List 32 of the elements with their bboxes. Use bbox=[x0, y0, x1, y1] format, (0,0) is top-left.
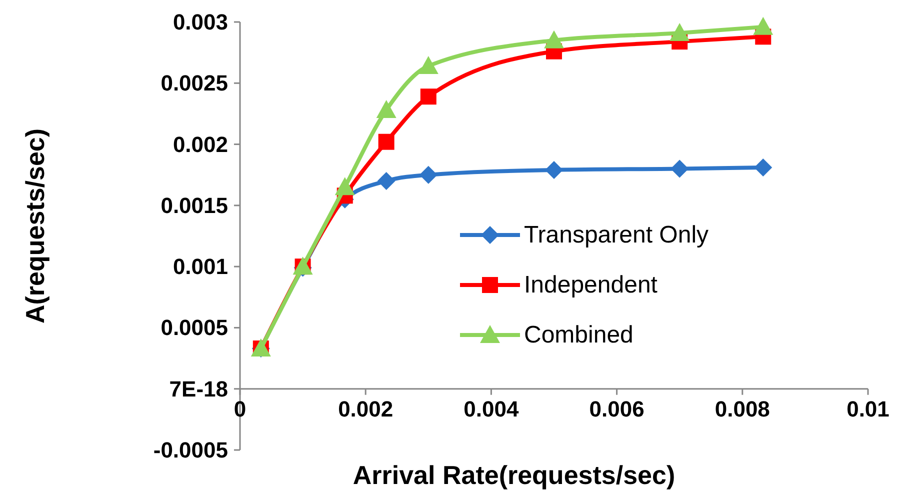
x-axis-title: Arrival Rate(requests/sec) bbox=[352, 460, 676, 490]
legend-label: Independent bbox=[524, 272, 658, 298]
x-tick-label: 0.004 bbox=[464, 396, 520, 422]
point bbox=[376, 100, 396, 118]
point bbox=[378, 134, 394, 150]
point bbox=[420, 88, 436, 105]
point bbox=[419, 166, 438, 184]
y-tick-label: 0.001 bbox=[172, 254, 228, 280]
point bbox=[334, 177, 355, 196]
x-tick-label: 0 bbox=[234, 396, 246, 422]
point bbox=[670, 160, 689, 178]
y-tick-label: 0.002 bbox=[172, 132, 228, 157]
y-tick-label: 0.0005 bbox=[160, 315, 228, 340]
y-axis-title: A(requests/sec) bbox=[20, 128, 50, 324]
point bbox=[670, 23, 690, 42]
y-tick-label: 7E-18 bbox=[169, 376, 228, 402]
legend-label: Combined bbox=[524, 322, 634, 348]
point bbox=[753, 16, 774, 35]
x-tick-label: 0.008 bbox=[714, 396, 770, 422]
point bbox=[545, 160, 563, 179]
x-tick-label: 0.002 bbox=[338, 396, 394, 422]
x-tick-label: 0.006 bbox=[589, 396, 644, 422]
y-tick-label: 0.003 bbox=[172, 10, 228, 34]
x-tick-label: 0.01 bbox=[846, 396, 890, 422]
point bbox=[544, 30, 564, 48]
point bbox=[754, 158, 772, 177]
y-tick-label: 0.0025 bbox=[160, 70, 228, 96]
y-tick-label: 0.0015 bbox=[160, 192, 228, 218]
point bbox=[377, 172, 396, 190]
point bbox=[418, 56, 438, 74]
y-tick-label: -0.0005 bbox=[153, 438, 228, 462]
legend-label: Transparent Only bbox=[524, 222, 709, 248]
